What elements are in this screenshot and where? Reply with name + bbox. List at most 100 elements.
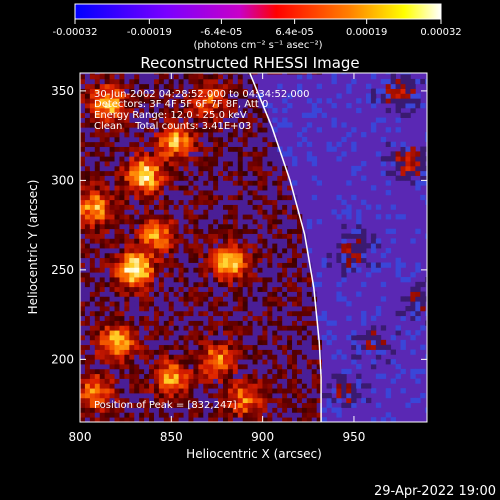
image-pixel [395, 165, 401, 172]
image-pixel [405, 73, 411, 75]
image-pixel [292, 383, 298, 389]
image-pixel [89, 373, 96, 379]
image-pixel [306, 122, 313, 128]
image-pixel [168, 112, 175, 118]
image-pixel [198, 286, 204, 292]
image-pixel [242, 238, 249, 244]
image-pixel [227, 107, 234, 114]
image-pixel [144, 141, 150, 147]
image-pixel [232, 151, 239, 157]
image-pixel [129, 368, 135, 375]
image-pixel [109, 243, 115, 249]
image-pixel [104, 354, 110, 360]
image-pixel [301, 73, 308, 75]
image-pixel [89, 127, 96, 133]
image-pixel [139, 349, 145, 355]
image-pixel [385, 359, 392, 365]
image-pixel [119, 141, 125, 147]
image-pixel [188, 306, 194, 312]
image-pixel [252, 373, 258, 379]
image-pixel [311, 368, 318, 375]
image-pixel [242, 98, 249, 104]
image-pixel [257, 103, 263, 109]
image-pixel [272, 320, 278, 326]
image-pixel [316, 417, 323, 422]
image-pixel [109, 136, 115, 143]
image-pixel [420, 151, 426, 157]
image-pixel [134, 161, 140, 167]
image-pixel [134, 243, 140, 249]
image-pixel [158, 190, 165, 196]
image-pixel [203, 364, 209, 370]
image-pixel [252, 359, 258, 365]
image-pixel [178, 214, 184, 220]
image-pixel [84, 103, 91, 109]
colorbar-units: (photons cm⁻² s⁻¹ asec⁻²) [193, 40, 322, 51]
image-pixel [203, 315, 209, 321]
image-pixel [410, 165, 416, 172]
image-pixel [80, 383, 86, 389]
image-pixel [232, 252, 239, 259]
image-pixel [104, 156, 110, 162]
image-pixel [237, 291, 244, 297]
image-pixel [163, 73, 170, 75]
image-pixel [198, 180, 204, 186]
image-pixel [311, 112, 318, 118]
image-pixel [99, 330, 106, 336]
image-pixel [272, 204, 278, 210]
image-pixel [267, 277, 273, 283]
image-pixel [311, 320, 318, 326]
image-pixel [168, 83, 175, 89]
image-pixel [218, 407, 224, 413]
image-pixel [80, 262, 86, 268]
image-pixel [80, 257, 86, 263]
image-pixel [292, 339, 298, 346]
image-pixel [188, 373, 194, 379]
image-pixel [252, 146, 258, 152]
image-pixel [193, 190, 199, 196]
image-pixel [188, 339, 194, 346]
image-pixel [94, 393, 101, 399]
image-pixel [277, 383, 283, 389]
image-pixel [346, 257, 352, 263]
image-pixel [296, 364, 303, 370]
image-pixel [252, 233, 258, 239]
image-pixel [218, 417, 224, 422]
image-pixel [80, 141, 86, 147]
image-pixel [139, 132, 145, 138]
image-pixel [237, 194, 244, 201]
image-pixel [252, 175, 258, 181]
image-pixel [203, 117, 209, 123]
image-pixel [158, 185, 165, 191]
image-pixel [208, 199, 214, 205]
image-pixel [287, 310, 293, 317]
image-pixel [203, 383, 209, 389]
image-pixel [149, 190, 155, 196]
image-pixel [119, 368, 125, 375]
image-pixel [287, 364, 293, 370]
image-pixel [109, 277, 115, 283]
image-pixel [119, 252, 125, 259]
image-pixel [193, 359, 199, 365]
image-pixel [227, 252, 234, 259]
image-pixel [242, 103, 249, 109]
image-pixel [385, 156, 392, 162]
image-pixel [361, 320, 367, 326]
image-pixel [193, 199, 199, 205]
image-pixel [163, 383, 170, 389]
image-pixel [208, 141, 214, 147]
image-pixel [129, 291, 135, 297]
image-pixel [80, 364, 86, 370]
image-pixel [223, 306, 229, 312]
image-pixel [173, 93, 180, 99]
image-pixel [193, 209, 199, 215]
image-pixel [94, 301, 101, 307]
image-pixel [296, 291, 303, 297]
image-pixel [178, 209, 184, 215]
image-pixel [223, 165, 229, 172]
image-pixel [109, 180, 115, 186]
image-pixel [114, 185, 120, 191]
image-pixel [193, 262, 199, 268]
image-pixel [183, 136, 189, 143]
image-pixel [94, 156, 101, 162]
